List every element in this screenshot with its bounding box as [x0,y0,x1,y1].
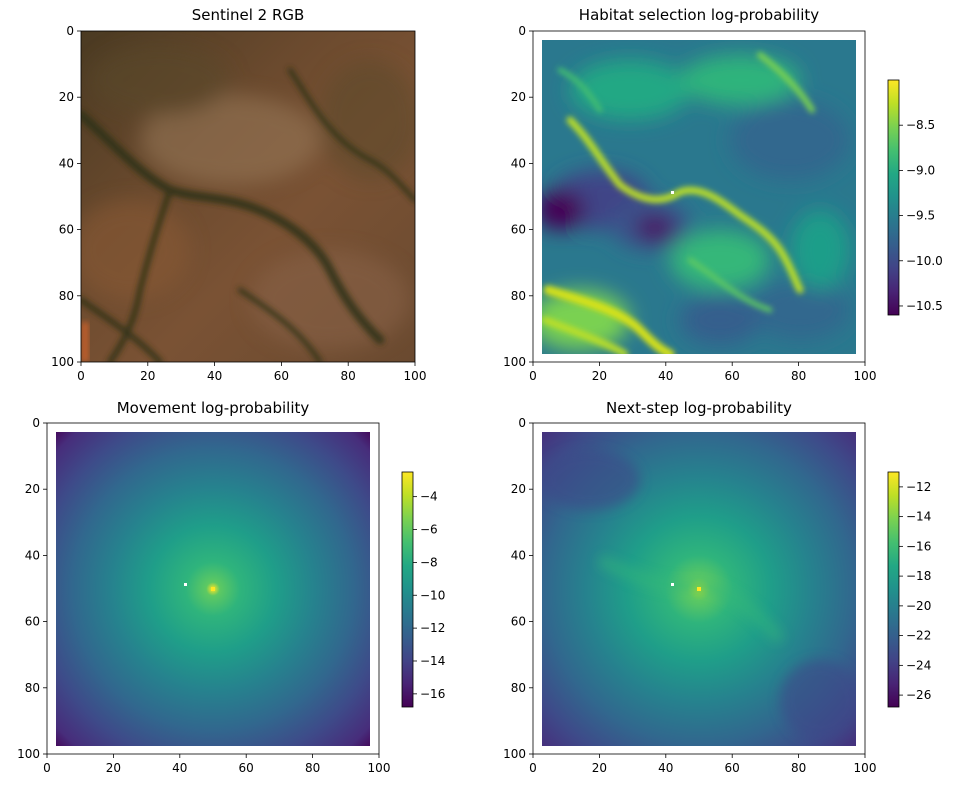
y-tick-label-1-60: 60 [511,223,526,237]
x-tick-label-1-60: 60 [725,369,740,383]
x-tick-label-3-100: 100 [854,761,877,775]
colorbar-tick-label-1-3: −9.0 [906,163,935,177]
y-tick-label-1-20: 20 [511,90,526,104]
colorbar-tick-label-2-5: −6 [420,523,438,537]
x-tick-label-3-60: 60 [725,761,740,775]
colorbar-movement [401,471,414,708]
habitat-current-position-marker [671,191,674,194]
y-tick-label-1-40: 40 [511,156,526,170]
y-tick-label-2-40: 40 [25,548,40,562]
x-tick-label-1-20: 20 [592,369,607,383]
y-tick-label-0-40: 40 [59,156,74,170]
y-tick-label-3-20: 20 [511,482,526,496]
x-tick-label-2-0: 0 [43,761,51,775]
y-tick-label-1-0: 0 [518,24,526,38]
y-tick-label-2-100: 100 [17,747,40,761]
colorbar-tick-label-1-2: −9.5 [906,209,935,223]
x-tick-label-3-80: 80 [791,761,806,775]
y-tick-label-0-80: 80 [59,289,74,303]
x-tick-label-0-0: 0 [77,369,85,383]
colorbar-tick-label-1-1: −10.0 [906,254,943,268]
y-tick-label-3-0: 0 [518,416,526,430]
y-tick-label-2-20: 20 [25,482,40,496]
panel-sentinel-rgb [80,30,416,363]
x-tick-label-2-20: 20 [106,761,121,775]
y-tick-label-1-100: 100 [503,355,526,369]
x-tick-label-1-40: 40 [658,369,673,383]
panel-movement [46,422,380,755]
y-tick-label-3-60: 60 [511,615,526,629]
colorbar-tick-label-2-1: −14 [420,654,445,668]
movement-peak-marker [211,587,215,591]
colorbar-habitat [887,79,900,316]
x-tick-label-0-40: 40 [207,369,222,383]
y-tick-label-3-80: 80 [511,681,526,695]
colorbar-tick-label-3-3: −20 [906,599,931,613]
x-tick-label-0-100: 100 [404,369,427,383]
colorbar-tick-label-3-1: −24 [906,658,931,672]
x-tick-label-1-0: 0 [529,369,537,383]
x-tick-label-0-60: 60 [274,369,289,383]
y-tick-label-0-20: 20 [59,90,74,104]
colorbar-tick-label-2-2: −12 [420,621,445,635]
x-tick-label-3-0: 0 [529,761,537,775]
x-tick-label-2-40: 40 [172,761,187,775]
y-tick-label-3-100: 100 [503,747,526,761]
y-tick-label-0-60: 60 [59,223,74,237]
colorbar-tick-label-3-4: −18 [906,569,931,583]
panel-habitat [532,30,866,363]
colorbar-tick-label-2-4: −8 [420,555,438,569]
colorbar-tick-label-3-0: −26 [906,688,931,702]
y-tick-label-2-0: 0 [32,416,40,430]
rgb-image [81,31,415,362]
x-tick-label-3-40: 40 [658,761,673,775]
next-step-current-position-marker [671,583,674,586]
x-tick-label-1-100: 100 [854,369,877,383]
next-step-peak-marker [697,587,701,591]
x-tick-label-2-100: 100 [368,761,391,775]
colorbar-tick-label-1-0: −10.5 [906,299,943,313]
y-tick-label-3-40: 40 [511,548,526,562]
colorbar-tick-label-3-6: −14 [906,510,931,524]
chart-title-0: Sentinel 2 RGB [192,6,305,24]
y-tick-label-2-80: 80 [25,681,40,695]
x-tick-label-2-60: 60 [239,761,254,775]
movement-current-position-marker [184,583,187,586]
colorbar-tick-label-2-3: −10 [420,588,445,602]
habitat-image [542,40,856,354]
y-tick-label-0-0: 0 [66,24,74,38]
x-tick-label-2-80: 80 [305,761,320,775]
colorbar-next-step [887,471,900,708]
panel-next-step [532,422,866,755]
x-tick-label-0-80: 80 [341,369,356,383]
y-tick-label-2-60: 60 [25,615,40,629]
colorbar-tick-label-3-5: −16 [906,539,931,553]
x-tick-label-3-20: 20 [592,761,607,775]
chart-title-2: Movement log-probability [117,399,310,417]
y-tick-label-1-80: 80 [511,289,526,303]
colorbar-tick-label-1-4: −8.5 [906,118,935,132]
chart-title-3: Next-step log-probability [606,399,792,417]
chart-title-1: Habitat selection log-probability [579,6,820,24]
x-tick-label-1-80: 80 [791,369,806,383]
x-tick-label-0-20: 20 [140,369,155,383]
colorbar-tick-label-3-7: −12 [906,480,931,494]
colorbar-tick-label-2-0: −16 [420,687,445,701]
y-tick-label-0-100: 100 [51,355,74,369]
colorbar-tick-label-2-6: −4 [420,490,438,504]
colorbar-tick-label-3-2: −22 [906,629,931,643]
